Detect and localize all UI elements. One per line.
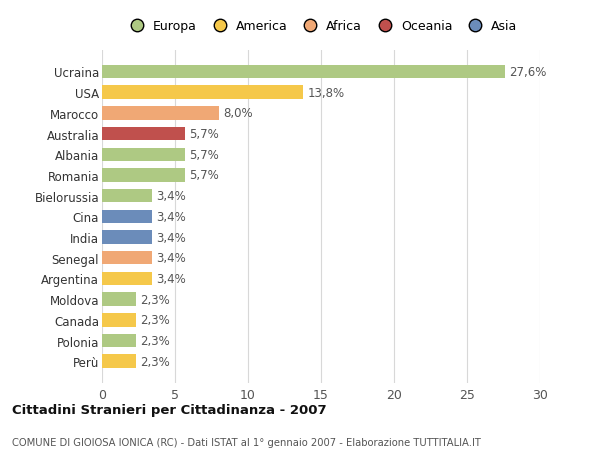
Text: 2,3%: 2,3%	[140, 355, 170, 368]
Text: 5,7%: 5,7%	[190, 128, 220, 141]
Bar	[102, 190, 152, 203]
Text: 2,3%: 2,3%	[140, 313, 170, 327]
Text: 13,8%: 13,8%	[308, 86, 345, 100]
Legend: Europa, America, Africa, Oceania, Asia: Europa, America, Africa, Oceania, Asia	[125, 20, 517, 33]
Bar	[102, 210, 152, 224]
Bar	[102, 128, 185, 141]
Bar	[102, 334, 136, 347]
Bar	[102, 272, 152, 285]
Text: 3,4%: 3,4%	[156, 272, 186, 285]
Bar	[102, 231, 152, 244]
Text: 3,4%: 3,4%	[156, 231, 186, 244]
Text: 2,3%: 2,3%	[140, 334, 170, 347]
Bar	[102, 169, 185, 182]
Text: 8,0%: 8,0%	[223, 107, 253, 120]
Bar	[102, 148, 185, 162]
Text: 3,4%: 3,4%	[156, 210, 186, 224]
Text: COMUNE DI GIOIOSA IONICA (RC) - Dati ISTAT al 1° gennaio 2007 - Elaborazione TUT: COMUNE DI GIOIOSA IONICA (RC) - Dati IST…	[12, 437, 481, 447]
Bar	[102, 293, 136, 306]
Bar	[102, 107, 219, 120]
Text: 2,3%: 2,3%	[140, 293, 170, 306]
Text: 5,7%: 5,7%	[190, 169, 220, 182]
Text: 3,4%: 3,4%	[156, 190, 186, 203]
Text: Cittadini Stranieri per Cittadinanza - 2007: Cittadini Stranieri per Cittadinanza - 2…	[12, 403, 326, 416]
Text: 5,7%: 5,7%	[190, 148, 220, 162]
Bar	[102, 66, 505, 79]
Bar	[102, 355, 136, 368]
Text: 3,4%: 3,4%	[156, 252, 186, 265]
Bar	[102, 86, 304, 100]
Bar	[102, 252, 152, 265]
Bar	[102, 313, 136, 327]
Text: 27,6%: 27,6%	[509, 66, 547, 79]
